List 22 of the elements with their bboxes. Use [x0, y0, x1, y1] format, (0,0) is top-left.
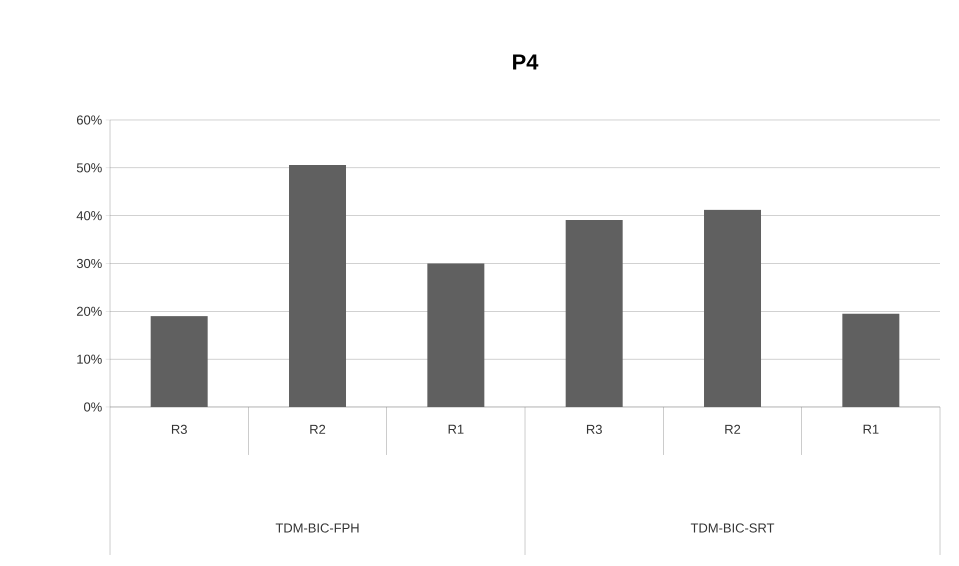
x-tick-label: R1	[864, 424, 878, 434]
y-tick-label: 20%	[76, 306, 102, 316]
y-tick-label: 30%	[76, 258, 102, 268]
y-tick-label: 50%	[76, 163, 102, 172]
x-tick-label: R1	[448, 424, 464, 434]
text: TDM-BIC-SRT	[690, 523, 774, 533]
y-tick-label: 60%	[76, 115, 102, 125]
y-tick-label: 40%	[76, 211, 102, 220]
x-tick-label: R2	[310, 424, 326, 434]
y-tick-label: 10%	[77, 354, 102, 364]
text: TDM-BIC-FPH	[276, 523, 359, 533]
bar	[289, 164, 346, 407]
y-tick-label: 0%	[84, 402, 102, 412]
bar	[150, 316, 208, 407]
x-tick-label: R3	[586, 424, 602, 434]
bar	[842, 314, 900, 407]
bar	[704, 210, 762, 407]
chart-title: P4	[513, 54, 538, 70]
x-tick-label: R3	[172, 424, 187, 434]
x-tick-label: R2	[725, 424, 740, 434]
bar	[566, 220, 623, 407]
bar	[427, 263, 484, 407]
